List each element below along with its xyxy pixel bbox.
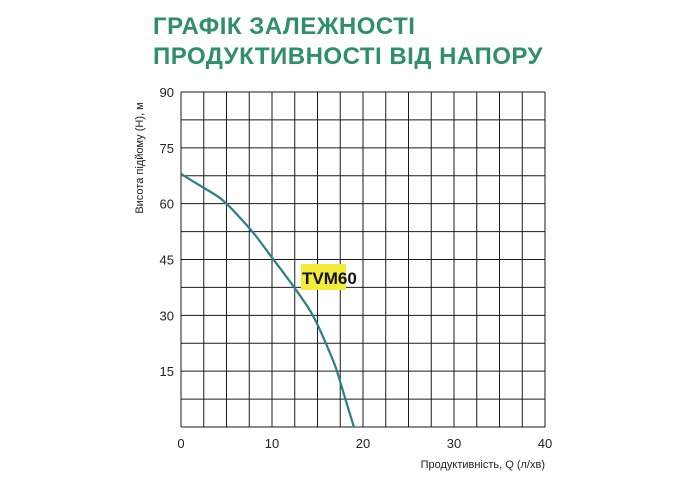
x-axis-label: Продуктивність, Q (л/хв) xyxy=(421,459,545,471)
y-tick-label: 15 xyxy=(160,364,174,379)
tvm60-performance-curve xyxy=(180,172,355,428)
y-tick-label: 90 xyxy=(160,85,174,100)
curve-layer xyxy=(180,172,355,428)
series-label-group: TVM60 xyxy=(301,264,357,290)
y-tick-label: 30 xyxy=(160,308,174,323)
y-tick-label: 45 xyxy=(160,253,174,268)
x-tick-label: 0 xyxy=(177,436,184,451)
y-axis-label: Висота підйому (Н), м xyxy=(134,102,146,213)
x-tick-labels: 0 10 20 30 40 xyxy=(177,436,552,451)
x-tick-label: 30 xyxy=(447,436,461,451)
series-label: TVM60 xyxy=(302,269,357,288)
y-tick-label: 60 xyxy=(160,197,174,212)
y-tick-labels: 15 30 45 60 75 90 xyxy=(160,85,174,379)
chart-title: ГРАФІК ЗАЛЕЖНОСТІ ПРОДУКТИВНОСТІ ВІД НАП… xyxy=(153,12,543,72)
chart-title-line-2: ПРОДУКТИВНОСТІ ВІД НАПОРУ xyxy=(153,43,543,70)
x-tick-label: 10 xyxy=(265,436,279,451)
x-tick-label: 40 xyxy=(538,436,552,451)
x-tick-label: 20 xyxy=(356,436,370,451)
chart-grid xyxy=(180,91,546,428)
series-label-highlight xyxy=(301,264,346,290)
chart-title-line-1: ГРАФІК ЗАЛЕЖНОСТІ xyxy=(153,13,416,40)
y-tick-label: 75 xyxy=(160,141,174,156)
